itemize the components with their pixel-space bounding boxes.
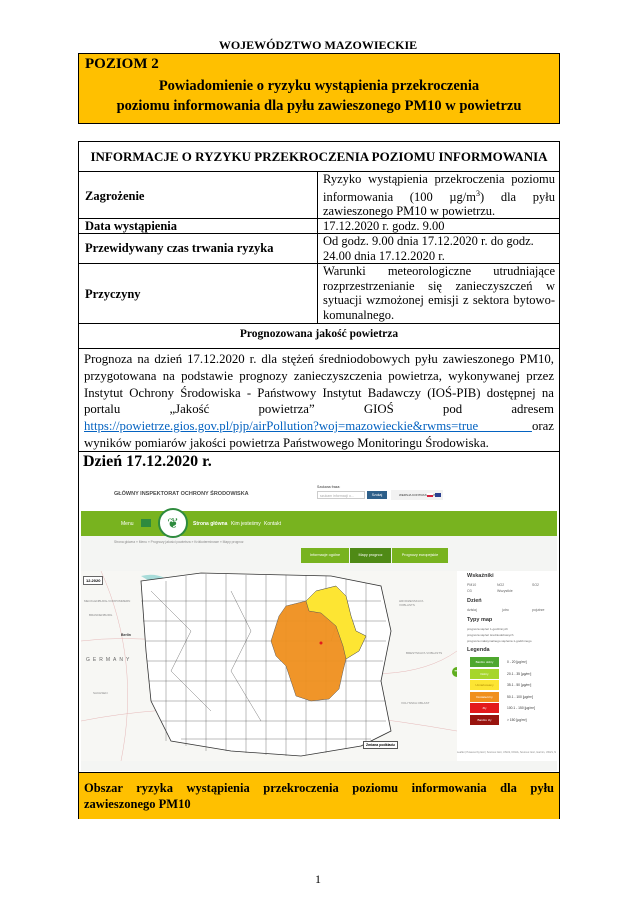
voivodeship-title: WOJEWÓDZTWO MAZOWIECKIE <box>218 38 418 52</box>
map-canvas <box>81 570 458 762</box>
indicators-title: Wskaźniki <box>467 573 494 579</box>
map-types-title: Typy map <box>467 617 493 623</box>
row-label-causes: Przyczyny <box>85 287 141 301</box>
forecast-text: Prognoza na dzień 17.12.2020 r. dla stęż… <box>84 352 554 450</box>
legend-range: 0 - 20 [µg/m³] <box>507 660 527 664</box>
info-table: INFORMACJE O RYZYKU PRZEKROCZENIA POZIOM… <box>78 141 560 819</box>
radio-today[interactable]: dzisiaj <box>467 608 477 612</box>
row-label-threat: Zagrożenie <box>85 189 145 203</box>
search-button[interactable]: Szukaj <box>367 491 387 499</box>
radio-pm10[interactable]: PM10 <box>467 583 477 587</box>
legend-range: > 150 [µg/m³] <box>507 717 527 722</box>
polish-flag-icon[interactable] <box>427 493 433 497</box>
map-label: SACHSEN <box>93 691 108 695</box>
legend-swatch: Bardzo zły <box>470 714 499 725</box>
search-label: Szukana fraza: <box>317 485 341 489</box>
alert-title: Powiadomienie o ryzyku wystąpienia przek… <box>79 76 559 116</box>
legend-swatch: Dostateczny <box>470 691 499 702</box>
legend-range: 35.1 - 50 [µg/m³] <box>507 683 532 687</box>
nav-contact[interactable]: Kontakt <box>264 521 281 527</box>
row-value-threat: Ryzyko wystąpienia przekroczenia poziomu… <box>323 172 555 219</box>
map-label: HRODZENSKAYA VOBLASTS <box>399 599 424 607</box>
radio-o3[interactable]: O3 <box>467 589 472 593</box>
risk-area-caption: Obszar ryzyka wystąpienia przekroczenia … <box>84 781 554 811</box>
alert-level-box: POZIOM 2 Powiadomienie o ryzyku wystąpie… <box>78 53 560 124</box>
map-date-label: 12.2020 <box>83 576 104 585</box>
legend-swatch: Bardzo dobry <box>470 657 499 667</box>
radio-hourly[interactable]: prognoza stężeń 1-godzinnych <box>467 627 508 631</box>
tab-european-forecasts[interactable]: Prognozy europejskie <box>392 548 448 563</box>
risk-area-caption-box: Obszar ryzyka wystąpienia przekroczenia … <box>79 772 559 819</box>
nav-about[interactable]: Kim jesteśmy <box>231 521 261 527</box>
page-number: 1 <box>315 872 321 886</box>
legend-title: Legenda <box>467 647 490 653</box>
org-name: GŁÓWNY INSPEKTORAT OCHRONY ŚRODOWISKA <box>114 491 249 497</box>
radio-so2[interactable]: SO2 <box>532 583 540 587</box>
forecast-map-screenshot: GŁÓWNY INSPEKTORAT OCHRONY ŚRODOWISKA Sz… <box>81 475 557 771</box>
legend-swatch: Zły <box>470 703 499 713</box>
forecast-map[interactable]: 12.2020 MECKLENBURG-VORPOMMERN BRANDENBU… <box>81 570 462 762</box>
map-attribution: Leaflet | Powered by Esri | Sources: Esr… <box>457 751 557 754</box>
radio-day-after[interactable]: pojutrze <box>532 608 545 612</box>
row-label-duration: Przewidywany czas trwania ryzyka <box>85 241 274 255</box>
alert-title-line1: Powiadomienie o ryzyku wystąpienia przek… <box>158 78 480 94</box>
row-value-duration: Od godz. 9.00 dnia 17.12.2020 r. do godz… <box>323 234 534 263</box>
forecast-header: Prognozowana jakość powietrza <box>239 328 399 340</box>
breadcrumb: Strona główna » Menu » Prognozy jakości … <box>114 540 244 544</box>
info-table-header: INFORMACJE O RYZYKU PRZEKROCZENIA POZIOM… <box>90 149 548 164</box>
tab-general-info[interactable]: Informacje ogólne <box>301 548 349 563</box>
tab-forecast-maps[interactable]: Mapy prognoz <box>350 548 391 563</box>
radio-daily-avg[interactable]: prognoza stężeń średniodobowych <box>467 633 514 637</box>
change-basemap-button[interactable]: Zmiana podkładu <box>363 741 398 749</box>
radio-no2[interactable]: NO2 <box>497 583 505 587</box>
legend-range: 50.1 - 100 [µg/m³] <box>507 694 534 699</box>
legend-swatch: Umiarkowany <box>470 680 499 690</box>
nav-menu[interactable]: Menu <box>121 521 134 527</box>
radio-all[interactable]: Wszystkie <box>497 589 513 593</box>
menu-icon[interactable] <box>141 519 151 527</box>
map-label: BRESTSKAYA VOBLASTS <box>406 651 443 655</box>
map-label: Berlin <box>121 633 131 637</box>
alert-level: POZIOM 2 <box>85 56 159 72</box>
map-options-panel: Wskaźniki PM10 NO2 SO2 O3 Wszystkie Dzie… <box>457 571 557 761</box>
air-quality-portal-link[interactable]: https://powietrze.gios.gov.pl/pjp/airPol… <box>84 419 532 434</box>
legend-swatch: Dobry <box>470 668 499 679</box>
alert-title-line2: poziomu informowania dla pyłu zawieszone… <box>116 98 522 114</box>
day-section-title: Dzień <box>467 598 482 604</box>
map-label: GERMANY <box>86 657 133 663</box>
legend-range: 20.1 - 35 [µg/m³] <box>507 671 532 676</box>
map-label: VOLYNSKA OBLAST <box>401 701 430 705</box>
row-value-causes: Warunki meteorologiczne utrudniające roz… <box>323 264 555 322</box>
radio-tomorrow[interactable]: jutro <box>502 608 509 612</box>
nav-home[interactable]: Strona główna <box>193 521 228 527</box>
map-label: MECKLENBURG-VORPOMMERN <box>84 599 131 603</box>
map-label: BRANDENBURG <box>89 613 113 617</box>
day-title: Dzień 17.12.2020 r. <box>83 453 212 470</box>
site-nav-bar: Menu ❦ Strona główna Kim jesteśmy Kontak… <box>81 508 557 538</box>
gios-logo-icon: ❦ <box>158 508 188 538</box>
search-input[interactable]: szukam informacji o... <box>317 491 365 499</box>
contrast-toggle[interactable]: WERSJA KONTRASTOWA <box>391 490 443 500</box>
row-label-date: Data wystąpienia <box>85 219 178 233</box>
english-flag-icon[interactable] <box>435 493 441 497</box>
row-value-date: 17.12.2020 r. godz. 9.00 <box>323 219 445 233</box>
legend-range: 100.1 - 150 [µg/m³] <box>507 706 535 710</box>
risk-area-yellow <box>305 585 367 660</box>
radio-max-hourly[interactable]: prognoza maksymalnego stężenia 1-godzinn… <box>467 639 532 643</box>
